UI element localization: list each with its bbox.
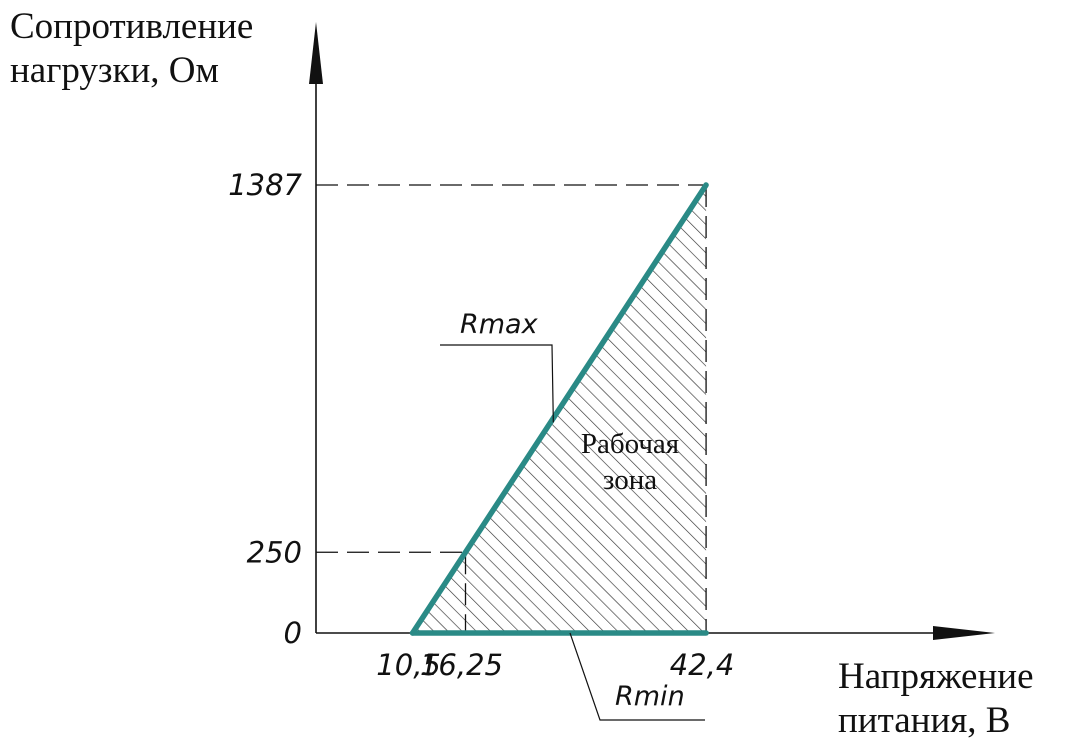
y-axis-arrow	[309, 22, 323, 84]
y-tick-label: 1387	[228, 168, 302, 202]
y-axis-title-line-2: нагрузки, Ом	[10, 50, 219, 91]
y-axis-title-line-1: Сопротивление	[10, 6, 253, 47]
series-label-rmin: Rmin	[615, 681, 685, 712]
y-tick-label: 0	[284, 616, 302, 650]
y-tick-label: 250	[247, 535, 302, 569]
series-label-rmax: Rmax	[460, 309, 539, 340]
x-axis-title-line-1: Напряжение	[838, 656, 1034, 697]
x-tick-label: 42,4	[670, 648, 735, 682]
working-zone-label-line-1: Рабочая	[581, 428, 679, 460]
working-zone-label-line-2: зона	[603, 464, 657, 496]
x-axis-arrow	[933, 626, 995, 640]
leader-line-rmax	[440, 345, 553, 422]
x-tick-label: 16,25	[420, 648, 503, 682]
x-axis-title-line-2: питания, В	[838, 700, 1010, 741]
